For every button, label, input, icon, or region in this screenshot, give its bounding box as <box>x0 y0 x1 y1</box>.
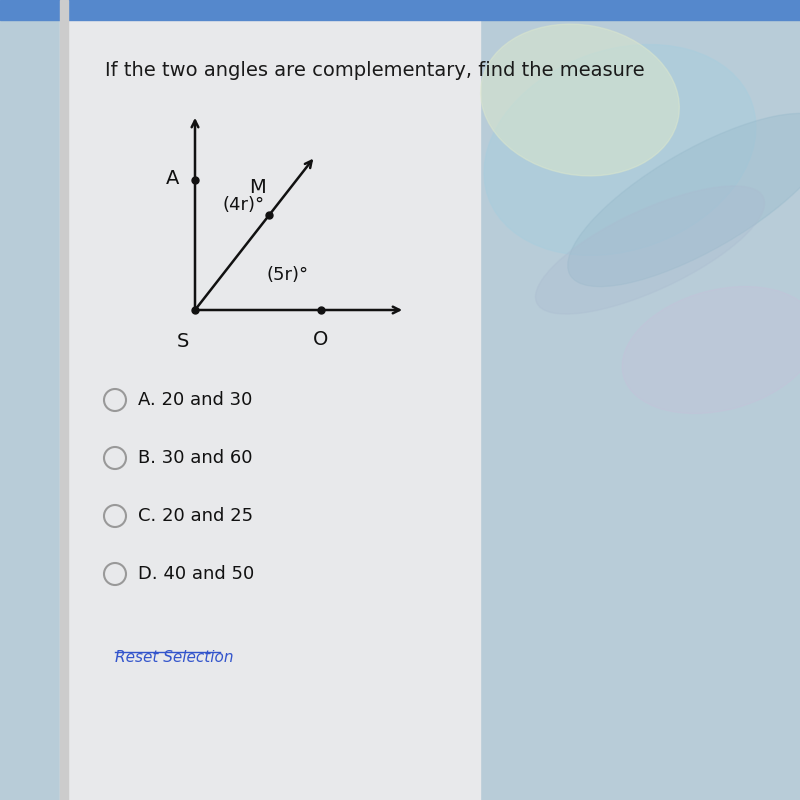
Ellipse shape <box>535 186 765 314</box>
Text: C. 20 and 25: C. 20 and 25 <box>138 507 253 525</box>
Text: (4r)°: (4r)° <box>223 196 265 214</box>
Ellipse shape <box>568 114 800 286</box>
Text: (5r)°: (5r)° <box>267 266 309 284</box>
Text: S: S <box>177 332 189 351</box>
Ellipse shape <box>481 24 679 176</box>
Text: Reset Selection: Reset Selection <box>115 650 234 665</box>
Text: B. 30 and 60: B. 30 and 60 <box>138 449 253 467</box>
Text: O: O <box>314 330 329 349</box>
Bar <box>60 0 68 800</box>
Text: A: A <box>166 169 179 187</box>
Text: D. 40 and 50: D. 40 and 50 <box>138 565 254 583</box>
Bar <box>60 0 480 800</box>
Text: A. 20 and 30: A. 20 and 30 <box>138 391 252 409</box>
Bar <box>0 0 800 20</box>
Ellipse shape <box>484 45 756 255</box>
Ellipse shape <box>622 286 800 414</box>
Text: M: M <box>249 178 266 197</box>
Text: If the two angles are complementary, find the measure: If the two angles are complementary, fin… <box>105 61 645 79</box>
